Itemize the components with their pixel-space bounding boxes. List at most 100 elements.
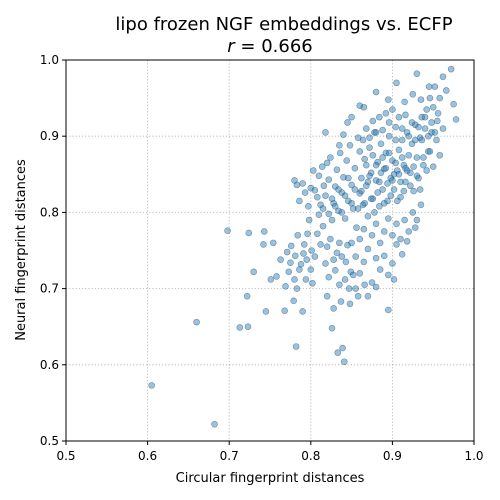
scatter-point bbox=[328, 195, 336, 202]
y-axis-ticks: 0.5 0.6 0.7 0.8 0.9 1.0 bbox=[40, 53, 66, 448]
scatter-point bbox=[338, 209, 346, 216]
scatter-point bbox=[411, 224, 419, 231]
scatter-point bbox=[361, 199, 368, 207]
y-axis-label: Neural fingerprint distances bbox=[14, 159, 29, 341]
scatter-point bbox=[421, 125, 429, 132]
scatter-point bbox=[317, 201, 324, 209]
scatter-point bbox=[372, 254, 380, 262]
scatter-point bbox=[327, 154, 334, 161]
scatter-point bbox=[364, 178, 372, 186]
scatter-point bbox=[385, 215, 392, 222]
scatter-point bbox=[358, 174, 365, 182]
scatter-point bbox=[402, 164, 409, 172]
scatter-point bbox=[328, 324, 336, 332]
scatter-point bbox=[413, 70, 421, 78]
scatter-point bbox=[361, 281, 368, 289]
scatter-point bbox=[323, 159, 331, 167]
scatter-point bbox=[319, 222, 327, 230]
scatter-point bbox=[433, 117, 441, 125]
scatter-point bbox=[417, 201, 425, 209]
scatter-point bbox=[372, 129, 380, 136]
scatter-point bbox=[379, 154, 386, 161]
scatter-point bbox=[281, 307, 288, 315]
scatter-point bbox=[433, 136, 440, 144]
scatter-point bbox=[319, 205, 327, 212]
scatter-point bbox=[301, 189, 309, 196]
scatter-point bbox=[426, 94, 434, 102]
scatter-point bbox=[405, 228, 413, 235]
scatter-point bbox=[385, 306, 392, 314]
scatter-point bbox=[402, 111, 409, 119]
y-tick-label: 0.9 bbox=[40, 129, 59, 143]
x-axis-label: Circular fingerprint distances bbox=[176, 471, 365, 486]
scatter-point bbox=[262, 308, 270, 315]
scatter-point bbox=[398, 136, 406, 144]
scatter-point bbox=[389, 106, 396, 113]
scatter-point bbox=[299, 308, 306, 315]
scatter-point bbox=[425, 83, 433, 90]
scatter-point bbox=[290, 297, 297, 305]
scatter-point bbox=[245, 229, 253, 237]
scatter-point bbox=[379, 186, 386, 193]
scatter-point bbox=[393, 197, 401, 205]
scatter-point bbox=[340, 131, 347, 138]
scatter-point bbox=[376, 203, 383, 210]
scatter-point bbox=[366, 134, 373, 142]
scatter-point bbox=[416, 186, 424, 193]
scatter-point bbox=[385, 271, 392, 279]
scatter-point bbox=[389, 260, 396, 267]
scatter-point bbox=[400, 187, 408, 195]
scatter-point bbox=[418, 136, 426, 144]
scatter-point bbox=[436, 151, 444, 159]
scatter-point bbox=[344, 241, 351, 249]
scatter-point bbox=[395, 146, 403, 154]
scatter-point bbox=[372, 220, 380, 228]
scatter-point bbox=[431, 129, 439, 136]
subtitle-value: = 0.666 bbox=[235, 36, 313, 57]
x-tick-label: 1.0 bbox=[464, 449, 483, 463]
scatter-point bbox=[267, 276, 275, 283]
scatter-point bbox=[389, 157, 396, 164]
scatter-point bbox=[334, 349, 342, 356]
scatter-point bbox=[307, 266, 315, 273]
scatter-point bbox=[336, 239, 343, 247]
x-tick-label: 0.9 bbox=[383, 449, 402, 463]
scatter-point bbox=[250, 268, 257, 276]
scatter-point bbox=[407, 182, 414, 190]
x-tick-label: 0.6 bbox=[138, 449, 157, 463]
scatter-point bbox=[344, 119, 351, 126]
scatter-point bbox=[380, 228, 388, 235]
scatter-point bbox=[371, 209, 378, 216]
scatter-point bbox=[389, 177, 396, 184]
scatter-point bbox=[294, 231, 302, 239]
scatter-point bbox=[309, 279, 316, 287]
scatter-point bbox=[405, 151, 413, 159]
scatter-point bbox=[392, 123, 399, 131]
scatter-point bbox=[428, 119, 435, 126]
scatter-point bbox=[424, 132, 432, 140]
scatter-point bbox=[342, 258, 350, 266]
scatter-point bbox=[325, 210, 333, 218]
scatter-point bbox=[341, 276, 349, 283]
scatter-point bbox=[360, 225, 368, 233]
scatter-point bbox=[397, 235, 404, 243]
scatter-point bbox=[352, 285, 359, 292]
scatter-point bbox=[393, 241, 400, 248]
scatter-point bbox=[362, 182, 370, 190]
scatter-point bbox=[291, 276, 298, 283]
x-axis-ticks: 0.5 0.6 0.7 0.8 0.9 1.0 bbox=[56, 441, 484, 463]
scatter-point bbox=[377, 169, 385, 177]
scatter-point bbox=[354, 292, 362, 300]
scatter-point bbox=[361, 155, 368, 163]
scatter-point bbox=[260, 228, 268, 235]
scatter-point bbox=[305, 203, 312, 210]
scatter-point bbox=[302, 276, 310, 283]
scatter-point bbox=[398, 125, 406, 132]
subtitle-symbol: r bbox=[227, 36, 236, 57]
scatter-point bbox=[385, 119, 393, 126]
scatter-point bbox=[305, 216, 313, 224]
scatter-point bbox=[359, 136, 367, 144]
scatter-point bbox=[372, 161, 380, 169]
chart-subtitle: r = 0.666 bbox=[227, 36, 312, 57]
